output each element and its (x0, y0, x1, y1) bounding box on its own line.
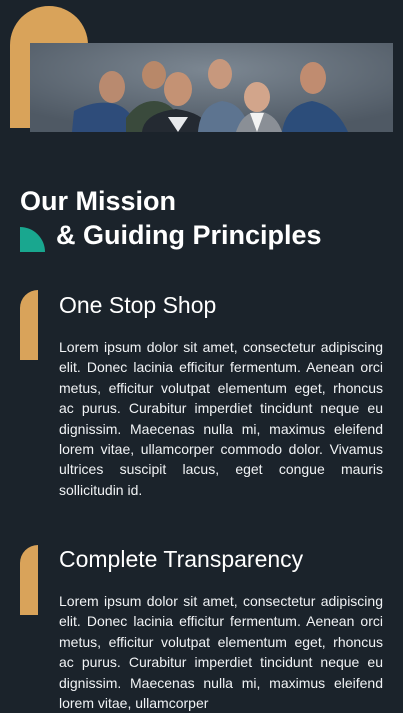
mission-heading-line1: Our Mission (20, 186, 177, 216)
principle-title: One Stop Shop (59, 292, 217, 318)
principle-accent-bar (20, 545, 38, 615)
principle-body: Lorem ipsum dolor sit amet, consectetur … (59, 339, 383, 498)
mission-heading-line2: & Guiding Principles (56, 220, 322, 250)
principle-body: Lorem ipsum dolor sit amet, consectetur … (59, 593, 383, 712)
principle-title: Complete Transparency (59, 546, 304, 572)
team-photo (30, 43, 393, 132)
mission-heading: Our Mission & Guiding Principles (20, 184, 322, 252)
team-photo-illustration (30, 43, 393, 132)
principle-accent-bar (20, 290, 38, 360)
